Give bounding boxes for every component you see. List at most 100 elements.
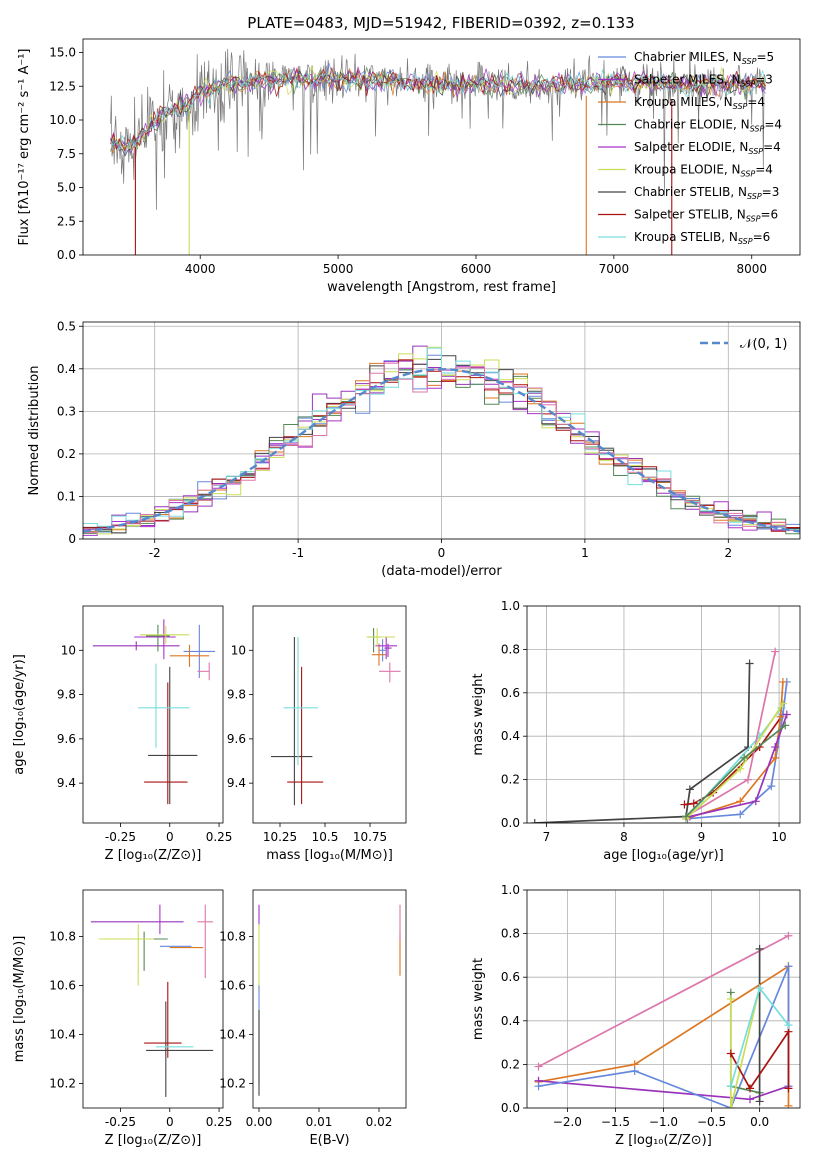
legend-entry-subscript: SSP <box>750 125 765 134</box>
axes-frame <box>526 605 801 824</box>
x-axis-label: Z [log₁₀(Z/Z⊙)] <box>105 1133 202 1148</box>
x-tick-label: 10 <box>771 830 786 844</box>
series-line <box>726 1027 793 1093</box>
y-tick-label: 0.5 <box>57 319 76 333</box>
y-tick-label: 15.0 <box>49 46 76 60</box>
x-axis-label: Z [log₁₀(Z/Z⊙)] <box>615 1133 712 1148</box>
y-tick-label: 0.4 <box>57 362 76 376</box>
data-point <box>197 904 214 979</box>
x-tick-label: 0.25 <box>206 1115 233 1129</box>
y-tick-label: 10.0 <box>49 113 76 127</box>
series-point-marker <box>784 1021 793 1030</box>
x-axis-label: (data-model)/error <box>381 564 502 579</box>
x-tick-label: 0.00 <box>246 1115 273 1129</box>
legend-entry-text: Chabrier MILES, N <box>634 50 742 64</box>
series-point-marker <box>534 1062 543 1071</box>
y-tick-label: 12.5 <box>49 79 76 93</box>
x-tick-label: 4000 <box>185 262 216 276</box>
model-spectrum-line <box>110 68 766 151</box>
normal-reference-curve <box>83 368 800 533</box>
legend-entry-text: Chabrier ELODIE, N <box>634 118 750 132</box>
data-point <box>169 644 210 667</box>
x-tick-label: -0.25 <box>105 830 136 844</box>
x-tick-label: 10.75 <box>353 830 387 844</box>
legend-entry-count: =3 <box>762 185 780 199</box>
legend-entry-subscript: SSP <box>738 237 753 246</box>
x-tick-label: 6000 <box>461 262 492 276</box>
series-point-marker <box>778 699 787 708</box>
legend-entry-count: =3 <box>755 73 773 87</box>
axes-frame <box>252 605 407 824</box>
series-point-marker <box>767 782 776 791</box>
y-tick-label: 0.2 <box>501 1057 520 1071</box>
ticks: 0.00 0.01 0.02 10.2 10.4 10.6 10.8 <box>219 930 392 1129</box>
ticks: -0.25 0 0.25 9.4 9.6 9.8 10 <box>57 643 233 844</box>
series-point-marker <box>746 1095 755 1104</box>
series-point-marker <box>680 800 689 809</box>
x-tick-label: 5000 <box>323 262 354 276</box>
legend-entry-count: =5 <box>756 50 774 64</box>
y-tick-label: 1.0 <box>501 599 520 613</box>
series-point-marker <box>736 810 745 819</box>
data-point <box>92 641 180 651</box>
y-tick-label: 1.0 <box>501 883 520 897</box>
series-point-marker <box>726 1104 735 1108</box>
series-point-marker <box>771 743 780 752</box>
data-point <box>287 666 324 805</box>
x-tick-label: 1 <box>581 546 589 560</box>
x-tick-label: 8000 <box>736 262 767 276</box>
series-point-marker <box>745 659 754 668</box>
series-point-marker <box>755 944 764 953</box>
series-point-marker <box>782 710 791 719</box>
series-point-marker <box>534 1082 543 1091</box>
data-point <box>379 639 387 662</box>
y-tick-label: 0.4 <box>501 1014 520 1028</box>
y-tick-label: 10.2 <box>219 1077 246 1091</box>
x-tick-label: −0.5 <box>697 1115 726 1129</box>
y-tick-label: 9.4 <box>57 776 76 790</box>
series-point-marker <box>689 799 698 808</box>
legend-entry: Salpeter STELIB, NSSP=6 <box>634 208 778 224</box>
y-tick-label: 0.3 <box>57 404 76 418</box>
x-tick-label: 0.02 <box>366 1115 393 1129</box>
y-tick-label: 9.6 <box>227 732 246 746</box>
legend-entry: Salpeter ELODIE, NSSP=4 <box>634 140 781 156</box>
mass-weight-vs-age-panel: 7 8 9 10 0.0 0.2 0.4 0.6 0.8 1.0 age [log₁₀(age/yr… <box>471 599 801 863</box>
y-tick-label: 0 <box>68 532 76 546</box>
y-axis-label: mass [log₁₀(M/M⊙)] <box>12 936 27 1063</box>
series-point-marker <box>784 962 793 971</box>
series-path <box>538 965 790 1108</box>
y-axis-label: Flux [fλ10⁻¹⁷ erg cm⁻² s⁻¹ A⁻¹] <box>17 49 32 246</box>
y-tick-label: 10.4 <box>49 1028 76 1042</box>
y-axis-label: mass weight <box>471 958 486 1040</box>
series-point-marker <box>751 797 760 806</box>
series-point-marker <box>781 721 790 730</box>
legend-entry-text: Kroupa ELODIE, N <box>634 163 741 177</box>
legend-entry: Kroupa ELODIE, NSSP=4 <box>634 163 773 179</box>
ticks: −2.0 −1.5 −1.0 −0.5 0.0 0.0 0.2 0.4 0.6 0.8 1.0 <box>501 883 769 1129</box>
series-line <box>681 721 790 821</box>
y-tick-label: 10 <box>61 643 76 657</box>
x-tick-label: 9 <box>698 830 706 844</box>
y-tick-label: 9.6 <box>57 732 76 746</box>
y-tick-label: 9.8 <box>227 688 246 702</box>
data-point <box>144 981 182 1058</box>
residual-histogram-panel: -2 -1 0 1 2 0 0.1 0.2 0.3 0.4 0.5 (data-model)/erro… <box>27 319 801 579</box>
data-point <box>375 637 397 660</box>
model-spectrum-line <box>110 65 766 157</box>
x-tick-label: 0 <box>166 830 174 844</box>
data-point <box>283 637 318 766</box>
series-point-marker <box>784 1101 793 1108</box>
y-tick-label: 0.2 <box>501 773 520 787</box>
data-point <box>271 637 313 806</box>
legend-entry-count: =4 <box>755 163 773 177</box>
y-tick-label: 0.8 <box>501 642 520 656</box>
data-point <box>366 628 396 646</box>
mass-vs-metallicity-panel: -0.25 0 0.25 10.2 10.4 10.6 10.8 Z [log₁₀(Z/Z⊙)… <box>12 889 233 1148</box>
y-tick-label: 0.6 <box>501 686 520 700</box>
x-tick-label: 7 <box>543 830 551 844</box>
plot-area <box>92 619 216 805</box>
series-path <box>538 935 789 1068</box>
